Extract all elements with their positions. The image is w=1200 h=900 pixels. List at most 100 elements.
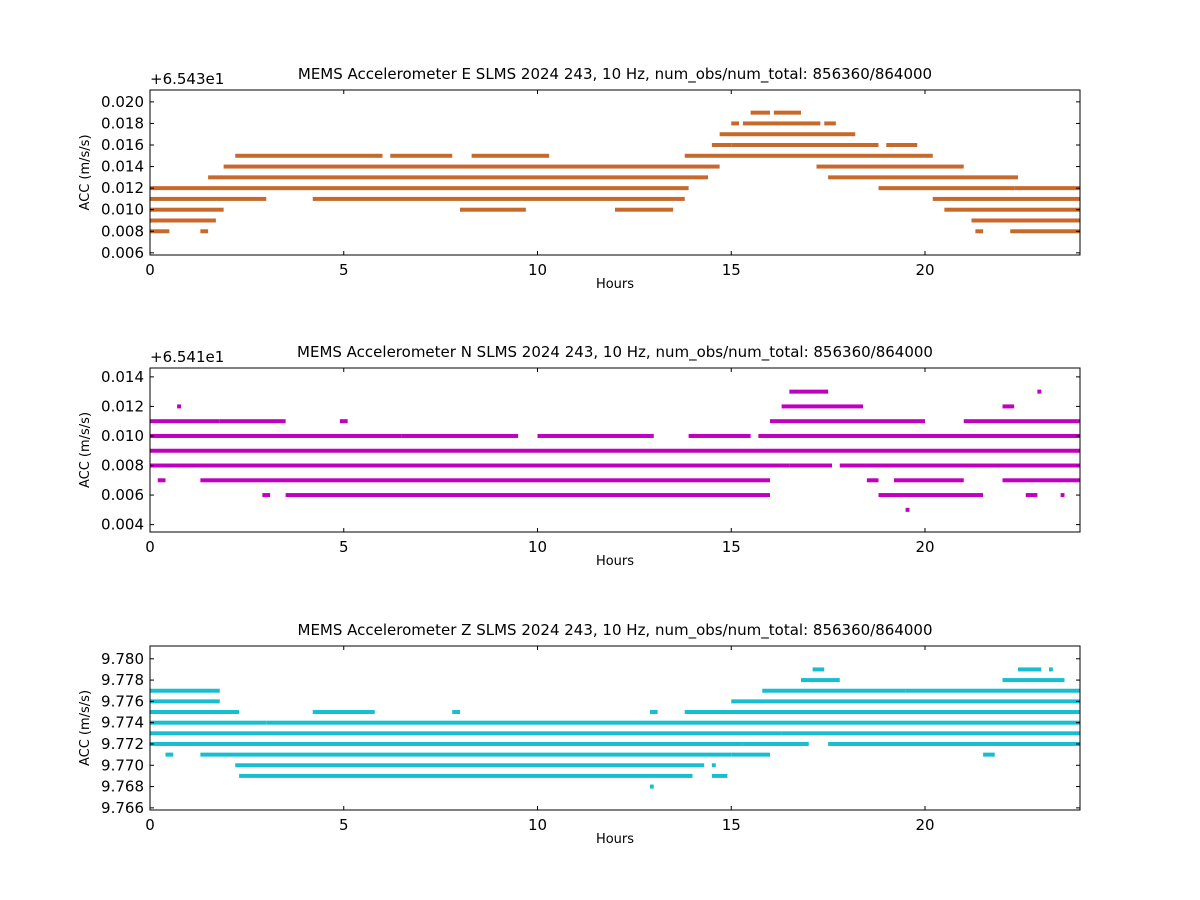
y-axis-label: ACC (m/s/s) xyxy=(78,690,93,766)
data-band-1-0 xyxy=(177,404,181,409)
data-band-5-1 xyxy=(266,720,1080,725)
y-tick-label: 9.776 xyxy=(101,692,144,710)
data-band-2-0 xyxy=(150,419,220,424)
data-band-5-1 xyxy=(816,164,964,169)
data-band-3-2 xyxy=(537,433,654,438)
y-tick-label: 9.768 xyxy=(101,778,144,796)
y-tick-label: 0.018 xyxy=(101,114,144,132)
data-band-7-2 xyxy=(1014,186,1080,191)
data-band-1-0 xyxy=(731,121,739,126)
data-band-1-1 xyxy=(1002,678,1065,683)
data-band-6-1 xyxy=(828,175,1018,180)
data-band-6-0 xyxy=(150,731,782,736)
data-band-8-2 xyxy=(932,196,1080,201)
data-band-9-3 xyxy=(944,207,1080,212)
axes-frame xyxy=(149,367,1081,533)
x-tick-label: 10 xyxy=(528,261,547,279)
data-band-3-1 xyxy=(401,433,519,438)
data-band-4-3 xyxy=(684,153,933,158)
data-band-2-2 xyxy=(339,419,348,424)
y-tick-label: 9.770 xyxy=(101,756,144,774)
data-band-0-1 xyxy=(773,110,801,115)
data-band-4-0 xyxy=(235,153,383,158)
data-band-3-0 xyxy=(150,699,220,704)
data-band-8-1 xyxy=(200,752,732,757)
data-band-2-1 xyxy=(219,419,286,424)
data-band-3-0 xyxy=(150,433,402,438)
y-tick-label: 0.010 xyxy=(101,201,144,219)
data-band-5-0 xyxy=(223,164,720,169)
chart-panel-1: MEMS Accelerometer N SLMS 2024 243, 10 H… xyxy=(78,343,1081,569)
y-tick-label: 0.012 xyxy=(101,179,144,197)
data-marks xyxy=(150,389,1080,512)
data-band-2-0 xyxy=(150,688,220,693)
data-band-6-0 xyxy=(208,175,708,180)
data-band-8-0 xyxy=(150,196,267,201)
chart-panel-2: MEMS Accelerometer Z SLMS 2024 243, 10 H… xyxy=(78,621,1081,847)
x-tick-label: 20 xyxy=(915,538,934,556)
data-band-11-2 xyxy=(975,229,984,234)
data-band-8-2 xyxy=(731,752,770,757)
data-band-0-0 xyxy=(750,110,770,115)
x-tick-label: 15 xyxy=(722,261,741,279)
data-band-7-2 xyxy=(828,741,1080,746)
data-band-1-1 xyxy=(781,404,863,409)
axis-offset-text: +6.541e1 xyxy=(150,348,224,366)
x-axis-label: Hours xyxy=(596,554,634,569)
data-band-0-2 xyxy=(1049,667,1053,672)
data-band-4-1 xyxy=(312,710,375,715)
data-band-11-3 xyxy=(1010,229,1080,234)
y-tick-label: 0.012 xyxy=(101,397,144,415)
data-band-4-0 xyxy=(150,448,1080,453)
data-band-6-2 xyxy=(866,478,879,483)
y-tick-label: 0.014 xyxy=(101,368,144,386)
data-band-9-2 xyxy=(615,207,674,212)
data-band-5-0 xyxy=(150,720,267,725)
chart-title: MEMS Accelerometer N SLMS 2024 243, 10 H… xyxy=(297,343,933,362)
data-band-3-0 xyxy=(711,143,732,147)
x-axis-label: Hours xyxy=(596,832,634,847)
x-tick-label: 5 xyxy=(339,538,349,556)
data-band-11-0 xyxy=(150,229,170,234)
y-tick-label: 9.774 xyxy=(101,714,144,732)
y-tick-label: 9.766 xyxy=(101,799,144,817)
data-band-2-4 xyxy=(963,419,1080,424)
data-band-0-1 xyxy=(1018,667,1042,672)
data-band-9-1 xyxy=(460,207,526,212)
data-band-2-3 xyxy=(770,419,925,424)
data-band-0-0 xyxy=(812,667,825,672)
y-tick-label: 0.006 xyxy=(101,244,144,262)
data-band-4-1 xyxy=(390,153,453,158)
data-band-7-2 xyxy=(878,493,984,498)
data-band-5-1 xyxy=(789,463,832,468)
data-band-1-0 xyxy=(801,678,840,683)
data-band-1-1 xyxy=(742,121,821,126)
data-band-0-0 xyxy=(789,389,829,394)
axes-frame xyxy=(149,645,1081,811)
data-band-3-2 xyxy=(886,143,918,147)
axis-offset-text: +6.543e1 xyxy=(150,70,224,88)
data-band-6-3 xyxy=(894,478,964,483)
y-axis-label: ACC (m/s/s) xyxy=(78,412,93,488)
y-tick-label: 0.004 xyxy=(101,516,144,534)
data-band-3-3 xyxy=(688,433,751,438)
data-band-8-0 xyxy=(905,507,910,512)
data-band-1-2 xyxy=(824,121,836,126)
y-tick-label: 9.772 xyxy=(101,735,144,753)
data-band-6-4 xyxy=(1002,478,1080,483)
data-band-10-0 xyxy=(150,218,216,223)
y-tick-label: 0.008 xyxy=(101,222,144,240)
data-band-10-0 xyxy=(239,773,693,778)
x-tick-label: 0 xyxy=(145,816,155,834)
data-band-4-0 xyxy=(150,710,240,715)
data-band-2-2 xyxy=(905,688,1003,693)
data-band-7-3 xyxy=(1025,493,1038,498)
x-tick-label: 20 xyxy=(915,261,934,279)
data-marks xyxy=(150,110,1080,234)
chart-title: MEMS Accelerometer E SLMS 2024 243, 10 H… xyxy=(298,65,932,84)
x-axis-label: Hours xyxy=(596,277,634,292)
axes-frame xyxy=(149,89,1081,256)
x-tick-label: 5 xyxy=(339,261,349,279)
data-band-4-2 xyxy=(471,153,550,158)
data-band-10-1 xyxy=(971,218,1080,223)
